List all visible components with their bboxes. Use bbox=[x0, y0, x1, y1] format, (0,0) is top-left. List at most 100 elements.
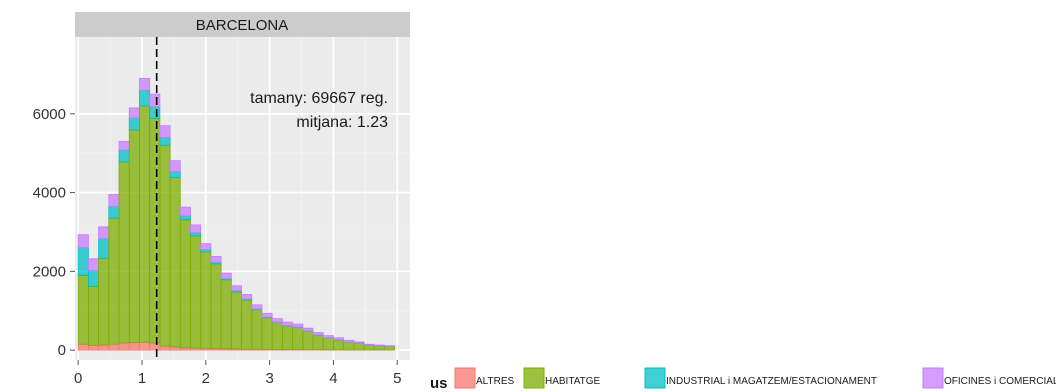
bar-segment-1-27 bbox=[353, 342, 365, 351]
bar-segment-3-17 bbox=[251, 304, 263, 310]
bar-segment-0-4 bbox=[118, 342, 130, 351]
bar-segment-3-21 bbox=[292, 323, 304, 328]
bar-segment-3-4 bbox=[118, 140, 130, 151]
bar-segment-1-16 bbox=[241, 299, 253, 350]
bar-segment-1-29 bbox=[373, 345, 385, 351]
bar-segment-1-2 bbox=[98, 257, 110, 346]
y-tick-label: 2000 bbox=[33, 263, 66, 280]
bar-segment-1-13 bbox=[210, 263, 222, 349]
bar-segment-1-12 bbox=[200, 251, 212, 349]
bar-segment-3-3 bbox=[108, 194, 120, 207]
bar-segment-2-9 bbox=[169, 171, 181, 179]
bar-segment-1-6 bbox=[139, 105, 151, 343]
bar-segment-1-4 bbox=[118, 161, 130, 344]
legend-label-3: OFICINES i COMERCIAL bbox=[944, 376, 1056, 387]
bar-segment-1-28 bbox=[363, 344, 375, 351]
legend-swatch-2 bbox=[644, 367, 666, 389]
bar-segment-3-30 bbox=[384, 345, 396, 347]
bar-segment-1-11 bbox=[190, 235, 202, 349]
bar-segment-3-13 bbox=[210, 256, 222, 263]
legend-swatch-1 bbox=[523, 367, 545, 389]
x-axis: 0 1 2 3 4 5 bbox=[74, 360, 401, 387]
bar-segment-1-21 bbox=[292, 327, 304, 351]
bar-segment-0-6 bbox=[139, 341, 151, 351]
bar-segment-3-19 bbox=[271, 318, 283, 323]
bar-segment-3-11 bbox=[190, 224, 202, 234]
x-tick-label: 2 bbox=[202, 370, 210, 387]
bar-segment-3-22 bbox=[302, 327, 314, 332]
y-tick-label: 0 bbox=[58, 342, 66, 359]
bar-segment-3-29 bbox=[373, 344, 385, 347]
bar-segment-3-9 bbox=[169, 160, 181, 173]
y-tick-label: 4000 bbox=[33, 185, 66, 202]
bar-segment-2-2 bbox=[98, 238, 110, 259]
legend-label-0: ALTRES bbox=[476, 376, 514, 387]
bars bbox=[77, 77, 396, 351]
bar-segment-1-8 bbox=[159, 144, 171, 347]
bar-segment-1-26 bbox=[343, 341, 355, 351]
bar-segment-3-16 bbox=[241, 294, 253, 300]
bar-segment-2-10 bbox=[179, 215, 191, 221]
bar-segment-1-24 bbox=[322, 337, 334, 351]
bar-segment-2-8 bbox=[159, 137, 171, 146]
y-axis: 0 2000 4000 6000 bbox=[33, 106, 75, 359]
y-tick-label: 6000 bbox=[33, 106, 66, 123]
bar-segment-3-12 bbox=[200, 243, 212, 250]
bar-segment-3-24 bbox=[322, 335, 334, 339]
legend-label-1: HABITATGE bbox=[545, 376, 601, 387]
legend-swatch-3 bbox=[922, 367, 944, 389]
bar-segment-3-27 bbox=[353, 341, 365, 344]
annotation-mean: mitjana: 1.23 bbox=[296, 114, 388, 131]
bar-segment-2-6 bbox=[139, 89, 151, 107]
bar-segment-0-0 bbox=[77, 343, 89, 351]
bar-segment-0-9 bbox=[169, 346, 181, 351]
bar-segment-1-10 bbox=[179, 219, 191, 349]
facet-label: BARCELONA bbox=[196, 17, 289, 34]
bar-segment-3-8 bbox=[159, 125, 171, 138]
bar-segment-1-3 bbox=[108, 217, 120, 345]
bar-segment-1-19 bbox=[271, 322, 283, 350]
bar-segment-0-7 bbox=[149, 342, 161, 351]
bar-segment-2-4 bbox=[118, 149, 130, 163]
bar-segment-3-26 bbox=[343, 339, 355, 343]
bar-segment-3-10 bbox=[179, 206, 191, 217]
bar-segment-3-2 bbox=[98, 226, 110, 240]
legend-swatch-0 bbox=[454, 367, 476, 389]
bar-segment-1-30 bbox=[384, 346, 396, 351]
bar-segment-3-0 bbox=[77, 234, 89, 249]
bar-segment-1-23 bbox=[312, 334, 324, 351]
bar-segment-1-15 bbox=[230, 291, 242, 350]
bar-segment-3-6 bbox=[139, 77, 151, 91]
bar-segment-3-5 bbox=[128, 107, 140, 119]
bar-segment-1-17 bbox=[251, 309, 263, 350]
bar-segment-0-3 bbox=[108, 343, 120, 351]
x-tick-label: 1 bbox=[138, 370, 146, 387]
bar-segment-3-20 bbox=[281, 321, 293, 326]
x-tick-label: 0 bbox=[74, 370, 82, 387]
annotation-size: tamany: 69667 reg. bbox=[250, 90, 388, 107]
bar-segment-3-15 bbox=[230, 285, 242, 292]
bar-segment-0-8 bbox=[159, 345, 171, 351]
bar-segment-1-25 bbox=[333, 339, 345, 351]
bar-segment-0-5 bbox=[128, 342, 140, 351]
bar-segment-3-28 bbox=[363, 343, 375, 346]
legend-title: us bbox=[430, 375, 448, 392]
x-tick-label: 3 bbox=[265, 370, 273, 387]
bar-segment-0-1 bbox=[88, 345, 100, 351]
bar-segment-1-0 bbox=[77, 274, 89, 345]
bar-segment-3-14 bbox=[220, 272, 232, 280]
bar-segment-2-11 bbox=[190, 232, 202, 237]
bar-segment-1-22 bbox=[302, 330, 314, 351]
bar-segment-3-7 bbox=[149, 93, 161, 108]
bar-segment-1-20 bbox=[281, 325, 293, 350]
bar-segment-3-18 bbox=[261, 312, 273, 318]
x-tick-label: 4 bbox=[329, 370, 337, 387]
bar-segment-3-23 bbox=[312, 332, 324, 336]
bar-segment-1-9 bbox=[169, 177, 181, 348]
bar-segment-1-1 bbox=[88, 285, 100, 346]
bar-segment-3-25 bbox=[333, 337, 345, 341]
bar-segment-1-5 bbox=[128, 129, 140, 344]
bar-segment-1-7 bbox=[149, 118, 161, 344]
bar-segment-2-7 bbox=[149, 106, 161, 119]
